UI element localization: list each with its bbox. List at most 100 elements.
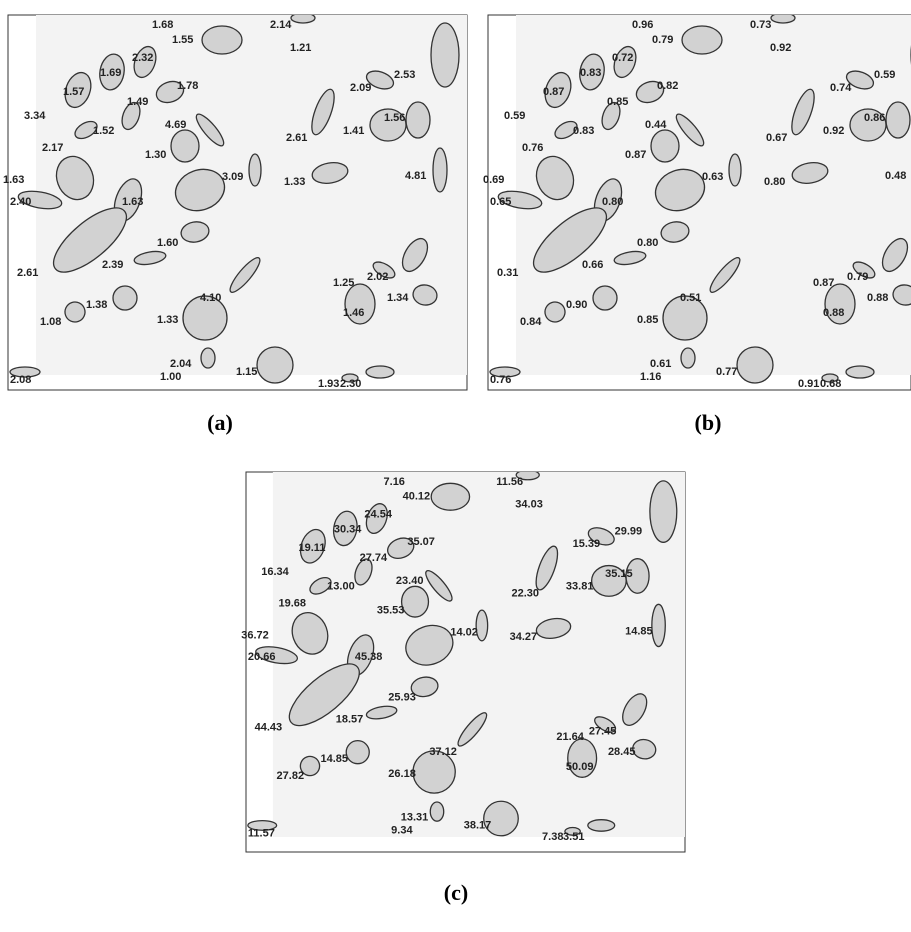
spot-label: 11.56	[496, 476, 523, 488]
spot	[681, 25, 723, 55]
spot-label: 0.92	[823, 125, 844, 137]
spot-label: 0.85	[607, 96, 628, 108]
spot	[532, 207, 608, 273]
image-bg	[516, 15, 911, 375]
spot-label: 0.79	[847, 271, 868, 283]
spot	[291, 612, 329, 655]
spot	[64, 71, 92, 109]
spot	[429, 801, 445, 822]
spot	[660, 221, 690, 243]
spot	[432, 147, 448, 193]
spot	[344, 283, 376, 325]
spot	[662, 295, 708, 341]
spot	[401, 237, 429, 273]
spot	[64, 301, 86, 323]
spot-label: 0.83	[580, 67, 601, 79]
spot-label: 0.92	[770, 42, 791, 54]
spot	[365, 70, 395, 90]
spot-label: 26.18	[388, 768, 416, 780]
spot	[133, 45, 157, 79]
spot	[601, 101, 621, 131]
spot-label: 0.96	[632, 19, 653, 31]
spot	[311, 162, 349, 184]
spot-label: 1.38	[86, 299, 107, 311]
spot	[345, 739, 370, 765]
spot	[613, 45, 637, 79]
spot-label: 36.72	[241, 629, 269, 641]
spot-label: 37.12	[429, 746, 457, 758]
spot-label: 0.80	[602, 196, 623, 208]
spot	[515, 472, 540, 481]
spot-label: 14.85	[625, 625, 653, 637]
spot-label: 14.02	[450, 626, 478, 638]
spot-label: 2.40	[10, 196, 31, 208]
spot-label: 19.68	[278, 598, 306, 610]
spot-label: 0.87	[625, 149, 646, 161]
spot	[405, 101, 431, 139]
spot	[74, 120, 98, 140]
spot-label: 13.31	[401, 811, 429, 823]
spot	[728, 153, 742, 187]
spot	[535, 617, 572, 639]
spot	[483, 800, 519, 837]
spot-label: 1.25	[333, 277, 354, 289]
spot-label: 33.81	[566, 581, 594, 593]
spot	[625, 558, 650, 594]
spot-label: 27.82	[277, 770, 305, 782]
spot-label: 1.69	[100, 67, 121, 79]
spot	[821, 373, 839, 383]
spot	[680, 347, 696, 369]
spot	[332, 510, 358, 547]
spot-label: 0.44	[645, 119, 667, 131]
spot	[195, 113, 225, 147]
spot-label: 11.57	[248, 827, 275, 839]
spot-label: 28.45	[608, 746, 636, 758]
spot-label: 24.54	[364, 508, 392, 520]
spot-label: 35.53	[377, 605, 405, 617]
spot-label: 0.88	[823, 307, 844, 319]
spot-label: 0.76	[522, 142, 543, 154]
spot-label: 1.63	[122, 196, 143, 208]
spot-label: 34.27	[510, 631, 538, 643]
spot	[824, 283, 856, 325]
spot-label: 0.85	[637, 314, 658, 326]
spot	[651, 603, 666, 648]
spot	[256, 346, 294, 384]
spot-label: 0.74	[830, 82, 852, 94]
spot-label: 3.34	[24, 110, 46, 122]
spot	[121, 101, 141, 131]
spot	[372, 261, 396, 279]
image	[9, 15, 467, 384]
spot	[881, 237, 909, 273]
spot	[255, 646, 299, 665]
spot-label: 16.34	[261, 566, 289, 578]
spot	[489, 366, 521, 378]
spot	[112, 285, 138, 311]
spot-label: 1.93	[318, 378, 339, 390]
spot	[288, 663, 360, 727]
spot-label: 1.34	[387, 292, 409, 304]
spot-label: 0.73	[750, 19, 771, 31]
spot	[99, 53, 125, 91]
spot	[311, 88, 335, 136]
spot-label: 7.38	[542, 831, 563, 843]
spot	[587, 819, 616, 832]
spot	[299, 755, 321, 777]
spot-label: 23.40	[396, 575, 424, 587]
spot-label: 0.87	[543, 86, 564, 98]
spot-label: 0.31	[497, 267, 518, 279]
spot-label: 21.64	[556, 731, 584, 743]
spot	[791, 162, 829, 184]
spot-label: 3.51	[563, 831, 584, 843]
spot	[885, 101, 911, 139]
spot	[736, 346, 774, 384]
spot	[475, 609, 489, 642]
spot	[579, 53, 605, 91]
spot-label: 1.16	[640, 371, 661, 383]
spot-label: 9.34	[391, 824, 413, 836]
spot-label: 0.87	[813, 277, 834, 289]
spot	[341, 373, 359, 383]
spot	[247, 819, 278, 831]
spot	[622, 693, 648, 726]
